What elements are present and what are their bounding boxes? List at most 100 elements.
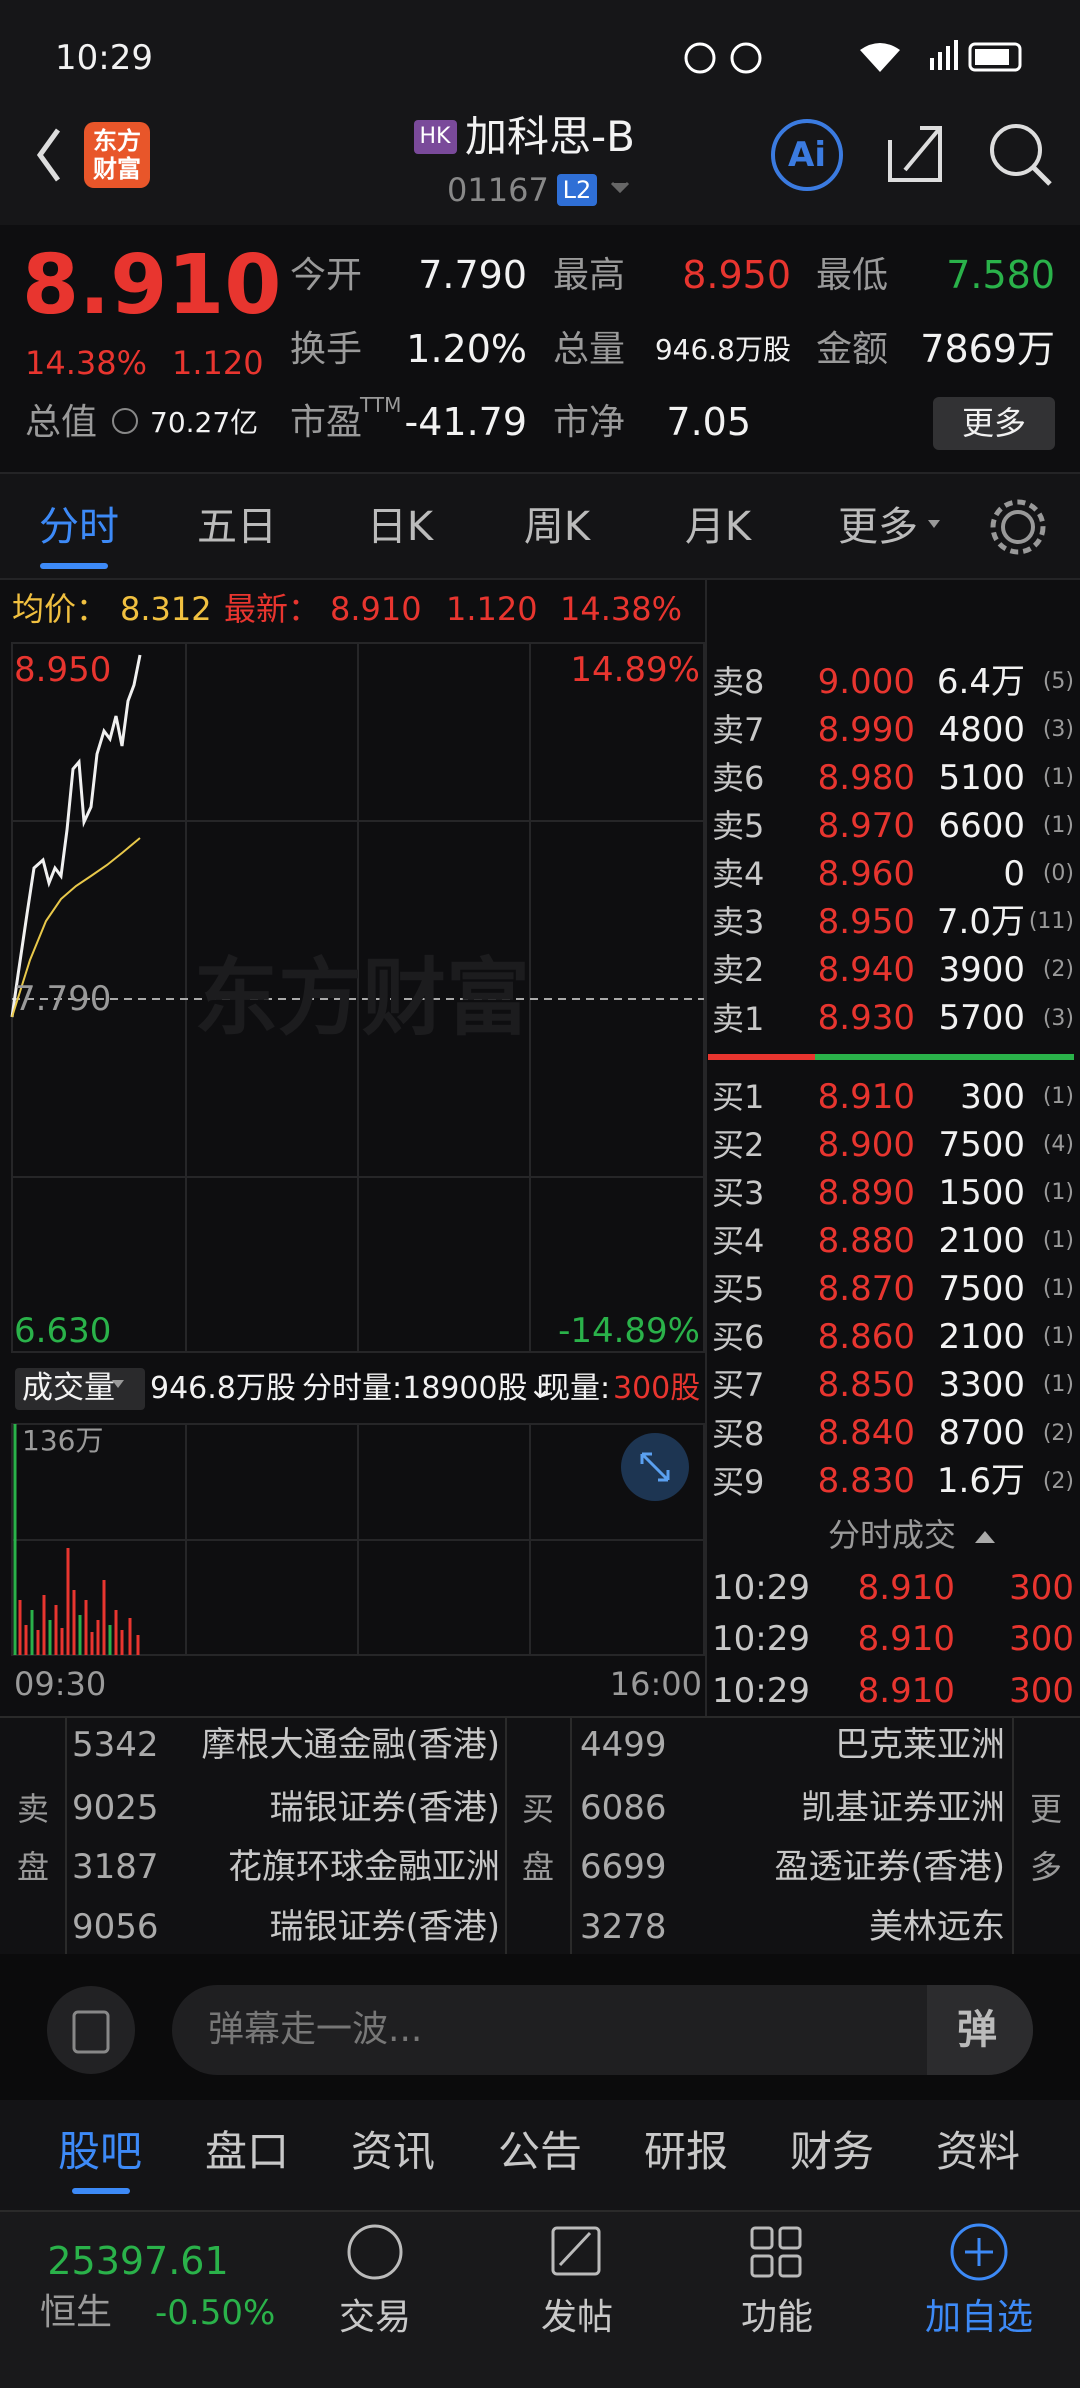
more-button[interactable] xyxy=(933,397,1055,450)
book-price: 8.940 xyxy=(817,950,915,991)
nav-item[interactable]: 交易 xyxy=(338,2297,412,2339)
trade-volume: 300 xyxy=(1009,1619,1074,1660)
book-price: 8.970 xyxy=(817,805,915,846)
broker-name: 盈透证券(香港) xyxy=(774,1846,1005,1887)
broker-id: 5342 xyxy=(72,1724,159,1765)
broker-name: 摩根大通金融(香港) xyxy=(201,1724,500,1765)
logo[interactable] xyxy=(84,122,150,188)
volume-total: 946.8万股 xyxy=(150,1371,296,1406)
avg-line xyxy=(11,837,141,1018)
tab-underline xyxy=(40,563,108,569)
broker-id: 9025 xyxy=(72,1787,159,1828)
tab[interactable]: 周K xyxy=(523,504,591,550)
book-count: (1) xyxy=(1042,1324,1074,1350)
field-value: 7869万 xyxy=(920,327,1055,372)
tab[interactable]: 日K xyxy=(366,504,434,550)
book-count: (1) xyxy=(1042,1228,1074,1254)
book-label: 买4 xyxy=(712,1222,765,1261)
field-label: 总值 xyxy=(25,402,98,444)
more-button-text: 更多 xyxy=(961,403,1027,442)
broker-more[interactable]: 更多 xyxy=(1029,1790,1062,1886)
book-volume: 300 xyxy=(960,1076,1025,1117)
book-count: (1) xyxy=(1042,813,1074,839)
ai-icon[interactable] xyxy=(771,119,843,191)
volume-current-label: 现量: xyxy=(540,1371,611,1406)
field-label: 市盈 xyxy=(290,402,363,444)
bottom-tab[interactable]: 资料 xyxy=(935,2126,1021,2176)
tab[interactable]: 更多 xyxy=(838,504,918,550)
volume-current: 300股 xyxy=(613,1371,701,1406)
field-label: 最低 xyxy=(816,255,889,297)
bottom-tab[interactable]: 盘口 xyxy=(204,2126,290,2176)
share-icon[interactable] xyxy=(888,126,942,182)
book-label: 买9 xyxy=(712,1462,765,1501)
broker-id: 9056 xyxy=(72,1906,159,1947)
volume-dropdown[interactable] xyxy=(15,1368,145,1410)
bottom-tab[interactable]: 公告 xyxy=(497,2126,583,2176)
book-count: (1) xyxy=(1042,1372,1074,1398)
field-value: -41.79 xyxy=(404,400,528,445)
book-volume: 6600 xyxy=(938,805,1025,846)
trade-time: 10:29 xyxy=(712,1619,810,1660)
watermark: 东方财富 xyxy=(193,948,531,1047)
tab-underline xyxy=(72,2188,130,2194)
nav-item[interactable]: 功能 xyxy=(740,2297,814,2339)
divider xyxy=(505,1718,507,1954)
broker-name: 巴克莱亚洲 xyxy=(835,1724,1005,1765)
search-icon[interactable] xyxy=(1032,166,1052,186)
tab[interactable]: 月K xyxy=(684,504,752,550)
comment-icon[interactable] xyxy=(47,1986,135,2074)
nav-item[interactable]: 发帖 xyxy=(540,2297,614,2339)
field-label-sup: TTM xyxy=(360,393,402,417)
book-label: 买8 xyxy=(712,1414,765,1453)
book-price: 8.930 xyxy=(817,998,915,1039)
volume-label: 成交量 xyxy=(22,1370,115,1407)
nav-item[interactable]: 加自选 xyxy=(924,2297,1034,2339)
stock-name: 加科思-B xyxy=(465,111,635,161)
book-count: (3) xyxy=(1042,716,1074,742)
broker-name: 凯基证券亚洲 xyxy=(801,1787,1005,1828)
book-label: 买7 xyxy=(712,1366,765,1405)
bottom-tab[interactable]: 股吧 xyxy=(57,2126,143,2176)
book-volume: 5700 xyxy=(938,998,1025,1039)
book-volume: 8700 xyxy=(938,1413,1025,1454)
book-count: (2) xyxy=(1042,1468,1074,1494)
danmu-button[interactable]: 弹 xyxy=(957,2007,997,2053)
axis-label: 14.89% xyxy=(570,649,700,690)
book-label: 买3 xyxy=(712,1174,765,1212)
time-label: 16:00 xyxy=(609,1664,702,1703)
axis-label: 8.950 xyxy=(14,649,112,690)
field-value: 1.20% xyxy=(406,327,527,372)
divider xyxy=(570,1718,572,1954)
field-label: 今开 xyxy=(290,255,363,297)
tab[interactable]: 分时 xyxy=(39,504,119,550)
book-volume: 3900 xyxy=(938,950,1025,991)
change-pct: 14.38% xyxy=(25,343,148,382)
bottom-tab[interactable]: 研报 xyxy=(643,2126,729,2176)
info-icon[interactable] xyxy=(112,408,138,434)
trade-volume: 300 xyxy=(1009,1670,1074,1711)
book-label: 卖5 xyxy=(712,807,765,846)
broker-name: 瑞银证券(香港) xyxy=(269,1906,500,1947)
trade-price: 8.910 xyxy=(857,1619,955,1660)
divider xyxy=(65,1718,67,1954)
price-line xyxy=(10,654,142,1018)
comment-input[interactable] xyxy=(172,1985,1033,2075)
back-icon[interactable] xyxy=(36,128,61,182)
book-price: 8.870 xyxy=(817,1269,915,1309)
summary-avg: 8.312 xyxy=(120,589,212,628)
broker-id: 6086 xyxy=(580,1787,667,1828)
book-count: (4) xyxy=(1042,1131,1074,1157)
trade-price: 8.910 xyxy=(857,1567,955,1608)
tab[interactable]: 五日 xyxy=(197,504,277,550)
book-volume: 6.4万 xyxy=(936,661,1025,702)
bottom-tab[interactable]: 资讯 xyxy=(350,2126,436,2176)
search-icon[interactable] xyxy=(990,124,1042,176)
bottom-tab[interactable]: 财务 xyxy=(789,2126,875,2176)
settings-icon[interactable] xyxy=(990,499,1046,555)
field-value: 946.8万股 xyxy=(654,333,791,367)
field-label: 金额 xyxy=(816,329,889,371)
settings-icon[interactable] xyxy=(1001,510,1035,544)
logo-text: 东方财富 xyxy=(93,127,141,183)
